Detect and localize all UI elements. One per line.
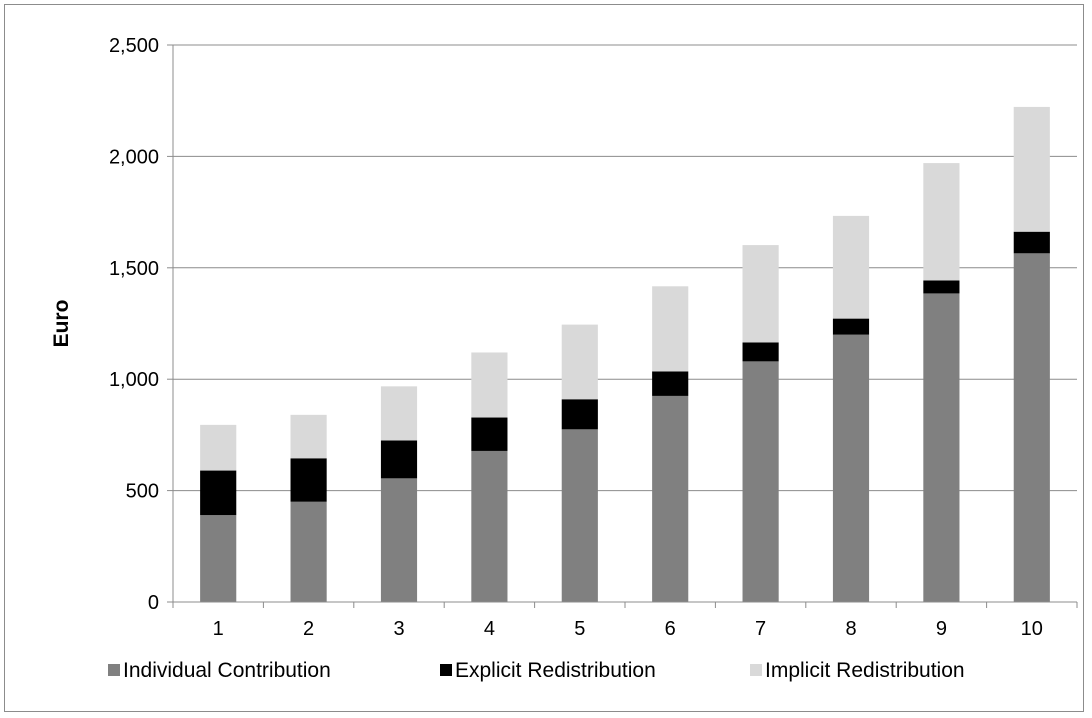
bar-segment xyxy=(923,293,960,602)
bar-segment xyxy=(561,429,598,602)
bar-segment xyxy=(742,342,779,362)
legend-swatch xyxy=(750,664,762,676)
bar-segment xyxy=(561,399,598,430)
bar-segment xyxy=(1013,106,1050,232)
bar-segment xyxy=(200,424,237,471)
bar-segment xyxy=(652,286,689,372)
x-tick-label: 4 xyxy=(484,618,495,640)
bar-segment xyxy=(1013,231,1050,254)
bar-segment xyxy=(200,470,237,516)
y-tick-label: 2,500 xyxy=(109,35,159,57)
bar-segment xyxy=(832,215,870,319)
x-tick-label: 9 xyxy=(936,618,947,640)
x-tick-label: 7 xyxy=(755,618,766,640)
bar-segment xyxy=(652,371,689,396)
bar-segment xyxy=(471,417,508,451)
bar-segment xyxy=(742,361,779,602)
legend-swatch xyxy=(440,664,452,676)
legend: Individual Contribution Explicit Redistri… xyxy=(108,659,965,682)
bar-segment xyxy=(380,386,418,441)
x-tick-labels: 1 2 3 4 5 6 7 8 9 10 xyxy=(213,618,1043,640)
bar-segment xyxy=(832,318,870,335)
chart-frame: 0 500 1,000 1,500 2,000 2,500 1 2 3 4 5 6 7 8 9 10 Eur… xyxy=(4,4,1084,712)
bar-segment xyxy=(561,324,598,400)
axes xyxy=(167,44,1078,608)
bar-segment xyxy=(832,334,870,602)
bar-segment xyxy=(923,163,960,281)
bar-segment xyxy=(290,414,327,459)
bar-segment xyxy=(471,352,508,418)
bar-segment xyxy=(923,280,960,294)
bar-segment xyxy=(290,501,327,602)
bar-segment xyxy=(652,395,689,602)
bar-segment xyxy=(200,515,237,602)
y-tick-label: 2,000 xyxy=(109,146,159,168)
bar-segment xyxy=(1013,253,1050,602)
y-axis-title: Euro xyxy=(50,300,73,348)
y-tick-label: 1,000 xyxy=(109,369,159,391)
x-tick-label: 3 xyxy=(393,618,404,640)
y-tick-label: 1,500 xyxy=(109,258,159,280)
bar-segment xyxy=(380,440,418,479)
bars xyxy=(200,106,1050,602)
y-tick-labels: 0 500 1,000 1,500 2,000 2,500 xyxy=(109,35,159,614)
bar-segment xyxy=(290,458,327,502)
x-tick-label: 10 xyxy=(1021,618,1043,640)
y-tick-label: 0 xyxy=(148,592,159,614)
legend-label: Explicit Redistribution xyxy=(455,659,656,682)
bar-segment xyxy=(742,245,779,343)
bar-segment xyxy=(471,450,508,602)
x-tick-label: 5 xyxy=(574,618,585,640)
legend-label: Individual Contribution xyxy=(123,659,331,682)
y-tick-label: 500 xyxy=(126,481,159,503)
x-tick-label: 2 xyxy=(303,618,314,640)
bar-segment xyxy=(380,478,418,602)
legend-label: Implicit Redistribution xyxy=(765,659,965,682)
x-tick-label: 6 xyxy=(665,618,676,640)
x-tick-label: 8 xyxy=(845,618,856,640)
stacked-bar-chart: 0 500 1,000 1,500 2,000 2,500 1 2 3 4 5 6 7 8 9 10 Eur… xyxy=(50,35,1078,682)
x-tick-label: 1 xyxy=(213,618,224,640)
legend-swatch xyxy=(108,664,120,676)
